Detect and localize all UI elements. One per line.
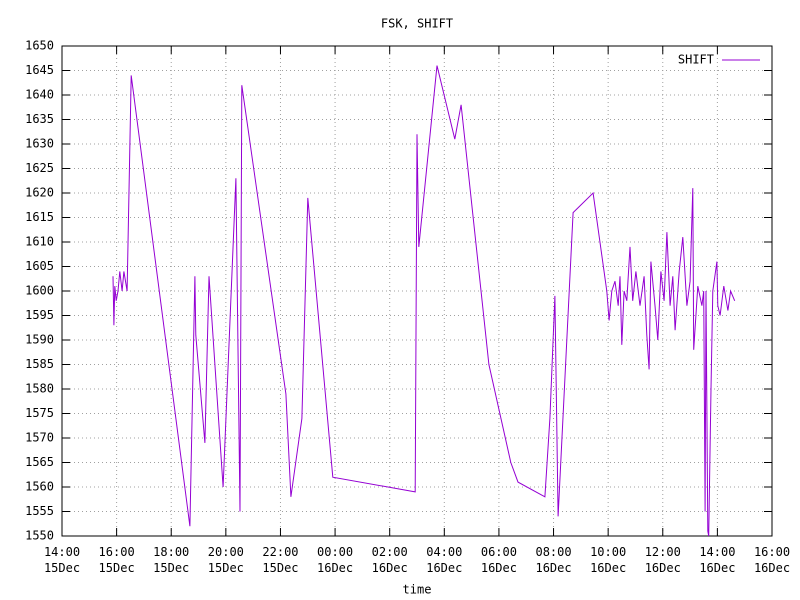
y-tick-label: 1645 bbox=[25, 63, 54, 77]
y-tick-label: 1590 bbox=[25, 333, 54, 347]
y-tick-label: 1605 bbox=[25, 259, 54, 273]
y-tick-label: 1580 bbox=[25, 382, 54, 396]
y-tick-label: 1610 bbox=[25, 235, 54, 249]
y-tick-label: 1640 bbox=[25, 88, 54, 102]
y-tick-label: 1630 bbox=[25, 137, 54, 151]
legend-label: SHIFT bbox=[678, 53, 714, 67]
line bbox=[112, 65, 736, 537]
x-axis-label: time bbox=[403, 583, 432, 597]
x-tick-label: 10:00 16Dec bbox=[590, 545, 627, 575]
x-tick-label: 20:00 15Dec bbox=[207, 545, 244, 575]
x-tick-label: 06:00 16Dec bbox=[480, 545, 517, 575]
x-tick-label: 18:00 15Dec bbox=[153, 545, 190, 575]
x-tick-label: 16:00 15Dec bbox=[98, 545, 135, 575]
y-tick-label: 1575 bbox=[25, 406, 54, 420]
y-tick-label: 1570 bbox=[25, 431, 54, 445]
x-tick-label: 22:00 15Dec bbox=[262, 545, 299, 575]
x-tick-label: 12:00 16Dec bbox=[644, 545, 681, 575]
y-tick-label: 1595 bbox=[25, 308, 54, 322]
y-tick-label: 1565 bbox=[25, 455, 54, 469]
x-tick-label: 02:00 16Dec bbox=[371, 545, 408, 575]
x-tick-label: 16:00 16Dec bbox=[753, 545, 791, 575]
x-tick-label: 04:00 16Dec bbox=[426, 545, 463, 575]
y-tick-label: 1635 bbox=[25, 112, 54, 126]
y-tick-label: 1650 bbox=[25, 39, 54, 53]
x-tick-label: 14:00 15Dec bbox=[43, 545, 81, 575]
y-tick-label: 1620 bbox=[25, 186, 54, 200]
y-tick-label: 1555 bbox=[25, 504, 54, 518]
y-tick-label: 1550 bbox=[25, 529, 54, 543]
y-tick-label: 1625 bbox=[25, 161, 54, 175]
x-tick-label: 14:00 16Dec bbox=[699, 545, 736, 575]
chart-title: FSK, SHIFT bbox=[381, 17, 453, 31]
y-tick-label: 1560 bbox=[25, 480, 54, 494]
y-tick-label: 1585 bbox=[25, 357, 54, 371]
y-tick-label: 1615 bbox=[25, 210, 54, 224]
y-tick-label: 1600 bbox=[25, 284, 54, 298]
x-tick-label: 08:00 16Dec bbox=[535, 545, 572, 575]
plot-frame bbox=[61, 45, 773, 537]
x-tick-label: 00:00 16Dec bbox=[317, 545, 354, 575]
